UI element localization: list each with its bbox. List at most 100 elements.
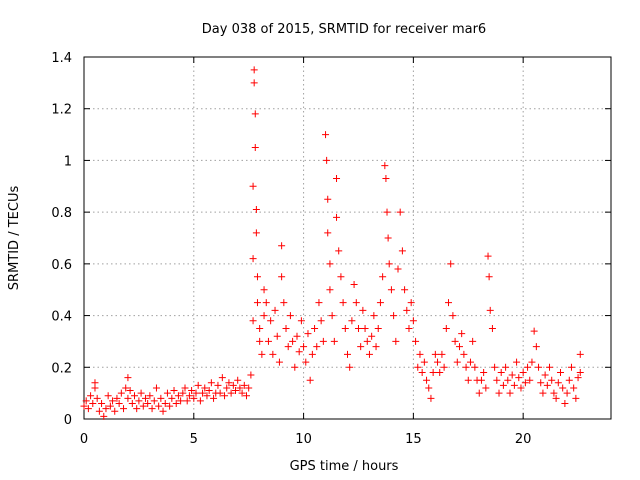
data-point	[253, 299, 261, 307]
data-point	[192, 389, 200, 397]
data-point	[313, 343, 321, 351]
y-axis-label: SRMTID / TECUs	[7, 186, 22, 291]
data-point	[548, 376, 556, 384]
data-point	[234, 376, 242, 384]
x-axis-label: GPS time / hours	[290, 459, 399, 474]
data-point	[497, 368, 505, 376]
data-point	[372, 343, 380, 351]
data-point	[572, 394, 580, 402]
data-point	[89, 399, 97, 407]
data-point	[335, 247, 343, 255]
data-point	[469, 337, 477, 345]
data-point	[493, 376, 501, 384]
data-point	[174, 392, 182, 400]
data-point	[113, 394, 121, 402]
data-point	[133, 405, 141, 413]
data-point	[341, 325, 349, 332]
data-point	[181, 384, 189, 392]
data-point	[232, 387, 240, 395]
data-point	[407, 299, 415, 307]
data-point	[258, 350, 266, 358]
data-point	[385, 260, 393, 268]
data-point	[295, 348, 303, 356]
data-point	[440, 363, 448, 371]
data-point	[346, 363, 354, 371]
data-point	[122, 384, 130, 392]
data-point	[517, 384, 525, 392]
data-point	[245, 384, 253, 392]
data-point	[289, 337, 297, 345]
data-point	[227, 389, 235, 397]
data-point	[80, 402, 88, 410]
data-point	[324, 195, 332, 203]
data-point	[480, 368, 488, 376]
data-point	[504, 376, 512, 384]
data-point	[515, 374, 523, 382]
data-point	[398, 247, 406, 255]
x-tick-label: 5	[190, 432, 198, 447]
data-point	[236, 384, 244, 392]
data-point	[302, 358, 310, 366]
data-point	[485, 273, 493, 281]
data-point	[330, 337, 338, 345]
data-point	[394, 265, 402, 273]
data-point	[304, 330, 312, 338]
data-point	[322, 131, 330, 139]
data-point	[253, 273, 261, 281]
data-point	[519, 368, 527, 376]
data-point	[382, 175, 390, 183]
data-point	[390, 312, 398, 320]
data-point	[365, 350, 373, 358]
data-point	[359, 306, 367, 314]
data-point	[311, 325, 319, 332]
data-point	[252, 206, 260, 214]
data-point	[139, 402, 147, 410]
data-point	[229, 381, 237, 389]
data-point	[383, 208, 391, 216]
data-point	[172, 399, 180, 407]
plot-frame	[83, 56, 612, 420]
data-point	[326, 260, 334, 268]
data-point	[293, 332, 301, 340]
data-point	[297, 317, 305, 325]
data-point	[242, 392, 250, 400]
data-point	[550, 389, 558, 397]
data-point	[513, 358, 521, 366]
data-point	[148, 405, 156, 413]
data-point	[199, 389, 207, 397]
data-point	[357, 343, 365, 351]
data-point	[524, 363, 532, 371]
data-point	[543, 381, 551, 389]
data-point	[482, 384, 490, 392]
data-point	[251, 144, 259, 151]
data-point	[381, 162, 389, 170]
data-point	[475, 389, 483, 397]
data-point	[203, 392, 211, 400]
data-point	[249, 317, 257, 325]
data-point	[177, 397, 185, 405]
data-point	[163, 389, 171, 397]
data-point	[205, 387, 213, 395]
data-point	[135, 397, 143, 405]
data-series	[80, 66, 584, 420]
data-point	[109, 397, 117, 405]
data-point	[271, 306, 279, 314]
data-point	[324, 229, 332, 237]
data-point	[251, 110, 259, 118]
x-tick-label: 10	[295, 432, 312, 447]
data-point	[396, 208, 404, 216]
data-point	[570, 384, 578, 392]
data-point	[436, 368, 444, 376]
data-point	[306, 376, 314, 384]
data-point	[344, 350, 351, 358]
data-point	[194, 381, 202, 389]
data-point	[326, 286, 334, 294]
data-point	[115, 399, 123, 407]
data-point	[409, 317, 417, 325]
data-point	[352, 299, 360, 307]
data-point	[157, 394, 165, 402]
data-point	[521, 379, 529, 387]
data-point	[376, 299, 384, 307]
data-point	[141, 394, 149, 402]
data-point	[401, 286, 409, 294]
